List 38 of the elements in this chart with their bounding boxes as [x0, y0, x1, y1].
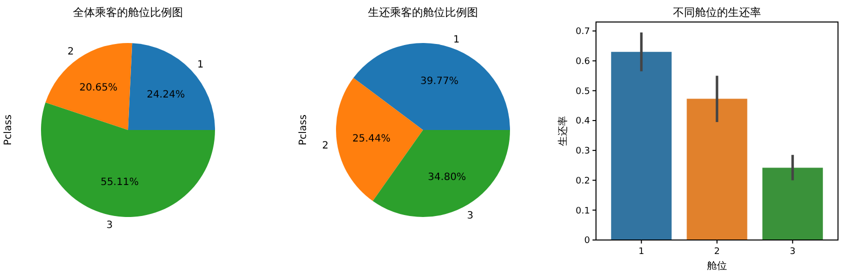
y-tick-label: 0.6 — [576, 56, 590, 67]
slice-label: 2 — [68, 46, 74, 58]
y-tick-label: 0 — [584, 236, 590, 246]
slice-label: 2 — [322, 140, 328, 152]
text: Pclass — [3, 114, 14, 146]
data-label: 55.11% — [100, 177, 139, 188]
x-tick-label: 2 — [714, 247, 720, 257]
chart-title: 生还乘客的舱位比例图 — [368, 6, 478, 19]
pie-slice — [128, 43, 215, 130]
text: Pclass — [298, 114, 309, 146]
slice-label: 1 — [453, 34, 460, 46]
y-tick-label: 0.2 — [576, 176, 590, 186]
bar — [762, 168, 823, 240]
data-label: 34.80% — [428, 172, 466, 183]
pie-slice — [353, 43, 510, 130]
x-tick-label: 3 — [790, 247, 796, 257]
data-label: 24.24% — [146, 89, 185, 100]
bar — [686, 98, 748, 240]
y-tick-label: 0.4 — [576, 116, 590, 127]
pie-slice — [336, 78, 423, 202]
pie-slice — [45, 43, 132, 130]
slice-label: 3 — [466, 210, 474, 222]
slice-label: 1 — [197, 59, 204, 70]
pie-slice — [41, 102, 215, 217]
chart-title: 不同舱位的生还率 — [673, 6, 761, 19]
chart-title: 全体乘客的舱位比例图 — [73, 6, 183, 19]
y-tick-label: 0.1 — [576, 206, 590, 216]
y-tick-label: 0.3 — [576, 146, 590, 157]
y-tick-label: 0.5 — [576, 86, 590, 97]
data-label: 39.77% — [420, 76, 459, 87]
data-label: 25.44% — [352, 134, 391, 145]
x-axis-title: 舱位 — [707, 260, 727, 272]
data-label: 20.65% — [79, 82, 118, 94]
slice-label: 3 — [106, 220, 113, 231]
y-axis-title: 生还率 — [557, 116, 569, 146]
bar — [611, 52, 672, 240]
x-tick-label: 1 — [638, 247, 644, 257]
y-tick-label: 0.7 — [576, 27, 590, 38]
